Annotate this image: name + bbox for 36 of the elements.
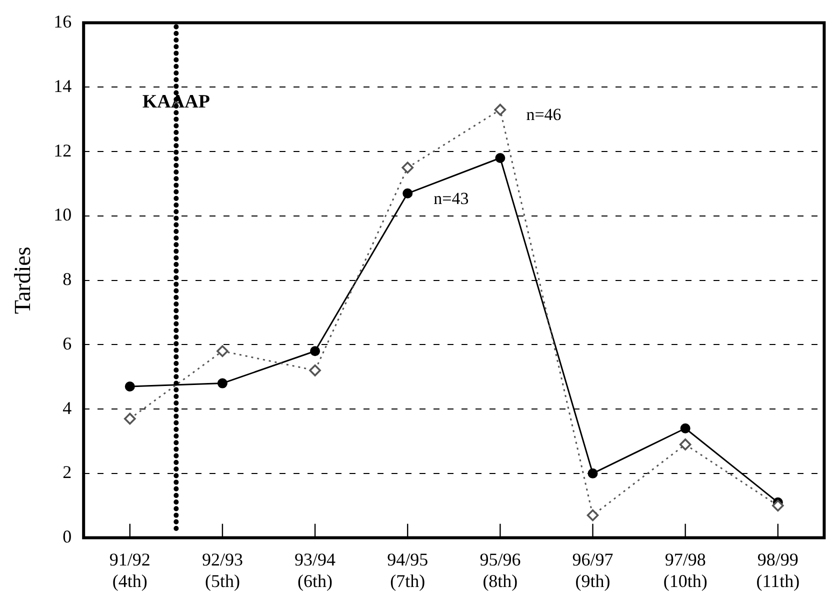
x-tick-label: 92/93 (5th) bbox=[202, 549, 243, 591]
y-tick-label: 10 bbox=[54, 204, 72, 225]
point bbox=[772, 500, 784, 512]
point bbox=[124, 412, 136, 425]
x-tick-label: 97/98 (10th) bbox=[663, 549, 708, 591]
x-tick-label: 95/96 (8th) bbox=[480, 549, 521, 591]
point bbox=[402, 188, 413, 198]
point bbox=[216, 345, 228, 358]
y-tick-label: 16 bbox=[54, 12, 72, 32]
x-tick-label: 91/92 (4th) bbox=[109, 549, 150, 591]
ref-line-label: KAAAP bbox=[142, 92, 210, 113]
y-tick-label: 14 bbox=[54, 76, 72, 96]
annotation: n=43 bbox=[434, 188, 469, 208]
point bbox=[124, 382, 135, 392]
x-tick-label: 93/94 (6th) bbox=[294, 549, 336, 591]
point bbox=[588, 468, 598, 478]
y-tick-label: 6 bbox=[62, 333, 72, 354]
point bbox=[494, 104, 506, 116]
point bbox=[309, 364, 321, 376]
x-tick-label: 94/95 (7th) bbox=[387, 549, 428, 591]
y-tick-label: 4 bbox=[62, 398, 72, 418]
point bbox=[679, 438, 692, 450]
y-axis-title: Tardies bbox=[10, 246, 35, 314]
y-tick-label: 2 bbox=[62, 462, 72, 482]
x-tick-label: 98/99 (11th) bbox=[756, 549, 800, 591]
annotation: n=46 bbox=[526, 105, 562, 124]
y-tick-label: 0 bbox=[62, 526, 72, 547]
point bbox=[586, 509, 599, 522]
point bbox=[680, 423, 690, 434]
y-tick-label: 12 bbox=[54, 140, 72, 160]
point bbox=[217, 378, 228, 388]
x-tick-label: 96/97 (9th) bbox=[572, 549, 614, 591]
point bbox=[402, 162, 414, 174]
point bbox=[495, 152, 506, 163]
y-tick-label: 8 bbox=[62, 269, 72, 290]
point bbox=[310, 346, 320, 356]
